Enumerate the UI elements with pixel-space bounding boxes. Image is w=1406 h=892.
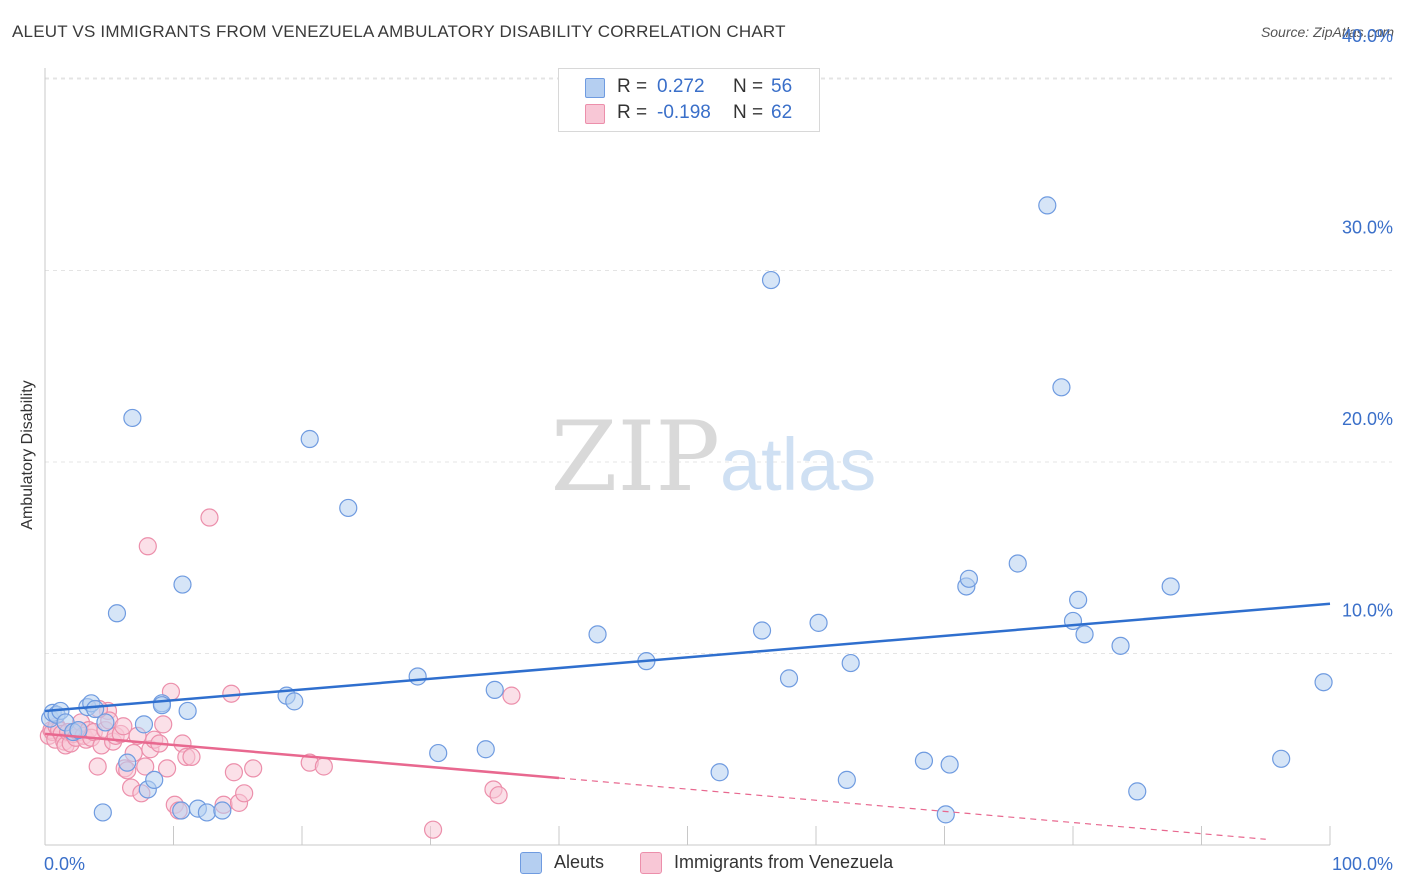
- n-key: N =: [733, 76, 764, 97]
- aleut-point: [429, 743, 448, 763]
- watermark-zip: ZIP: [551, 401, 720, 513]
- chart-title: ALEUT VS IMMIGRANTS FROM VENEZUELA AMBUL…: [12, 22, 786, 41]
- aleut-point: [476, 740, 495, 759]
- venezuela-point: [88, 757, 107, 776]
- grid-lines: [45, 77, 1392, 654]
- aleut-point: [761, 270, 781, 290]
- aleut-point: [1272, 749, 1291, 768]
- n-key: N =: [733, 102, 764, 123]
- aleut-point: [408, 667, 427, 686]
- aleut-point: [197, 803, 217, 822]
- aleut-point: [1038, 196, 1057, 215]
- aleut-point: [752, 621, 772, 640]
- aleut-point: [936, 805, 955, 824]
- y-tick-label: 10.0%: [1342, 601, 1393, 621]
- venezuela-point: [136, 757, 155, 776]
- aleut-point: [152, 696, 172, 715]
- tick-labels: 10.0% 20.0% 30.0% 40.0% 0.0% 100.0%: [44, 26, 1393, 874]
- venezuela-point: [182, 747, 201, 767]
- venezuela-point: [489, 786, 508, 805]
- x-tick-label: 100.0%: [1332, 854, 1393, 874]
- aleut-swatch: [585, 78, 605, 98]
- r-value: -0.198: [657, 102, 711, 123]
- aleut-point: [779, 669, 799, 688]
- aleut-point: [1075, 625, 1094, 644]
- venezuela-point: [423, 820, 443, 839]
- aleut-point: [1314, 673, 1333, 692]
- y-tick-label: 30.0%: [1342, 218, 1393, 238]
- aleut-point: [339, 498, 358, 518]
- aleut-point: [86, 699, 105, 719]
- aleut-point: [710, 763, 729, 782]
- y-tick-label: 40.0%: [1342, 26, 1393, 46]
- venezuela-point: [235, 784, 254, 803]
- aleut-point: [809, 613, 828, 632]
- aleut-point: [107, 604, 127, 623]
- series-aleut-points: [41, 196, 1333, 824]
- source-credit: Source: ZipAtlas.com: [1260, 24, 1394, 40]
- x-tick-label: 0.0%: [44, 854, 85, 874]
- r-key: R =: [617, 102, 648, 123]
- aleut-point: [123, 408, 142, 428]
- aleut-point: [1128, 782, 1147, 801]
- aleut-point: [485, 680, 504, 699]
- aleut-point: [213, 801, 232, 820]
- n-value: 56: [771, 76, 793, 97]
- aleut-point: [1008, 554, 1027, 573]
- watermark-atlas: atlas: [720, 423, 876, 506]
- aleut-point: [93, 803, 112, 822]
- aleut-point: [1069, 590, 1088, 609]
- aleut-point: [841, 653, 860, 673]
- n-value: 62: [771, 102, 793, 123]
- aleut-point: [1161, 577, 1180, 596]
- aleut-point: [145, 770, 164, 789]
- venezuela-point: [314, 757, 333, 776]
- aleut-trend-line: [44, 602, 1331, 713]
- r-key: R =: [617, 76, 648, 97]
- aleut-point: [1111, 636, 1130, 655]
- venezuela-point: [154, 715, 173, 734]
- venezuela-trend-line: [44, 732, 560, 780]
- venezuela-point: [138, 537, 157, 556]
- venezuela-swatch: [585, 104, 605, 124]
- aleut-point: [1052, 378, 1071, 397]
- venezuela-point: [244, 759, 263, 778]
- aleut-point: [914, 751, 934, 770]
- legend-label: Aleuts: [554, 852, 605, 872]
- venezuela-point: [224, 763, 243, 782]
- r-value: 0.272: [657, 76, 705, 97]
- aleut-point: [173, 575, 192, 594]
- aleut-point: [96, 713, 115, 732]
- aleut-point: [300, 429, 319, 449]
- legend-label: Immigrants from Venezuela: [674, 852, 894, 872]
- aleut-point: [837, 770, 856, 789]
- aleut-point: [588, 625, 607, 644]
- correlation-legend: R = 0.272 N = 56 R = -0.198 N = 62: [558, 68, 820, 132]
- venezuela-swatch: [640, 852, 662, 874]
- trend-lines: [44, 602, 1331, 840]
- venezuela-trend-extension: [558, 777, 1266, 840]
- venezuela-point: [114, 717, 133, 736]
- aleut-swatch: [520, 852, 542, 874]
- aleut-point: [959, 569, 979, 588]
- aleut-point: [285, 692, 304, 711]
- aleut-point: [134, 715, 154, 734]
- aleut-point: [69, 720, 88, 740]
- aleut-point: [118, 753, 137, 772]
- venezuela-point: [502, 686, 521, 705]
- aleut-point: [940, 755, 959, 774]
- venezuela-point: [157, 759, 177, 778]
- venezuela-point: [200, 508, 219, 527]
- aleut-point: [178, 701, 197, 721]
- y-tick-label: 20.0%: [1342, 409, 1393, 429]
- series-venezuela-points: [39, 508, 521, 839]
- aleut-point: [172, 801, 191, 820]
